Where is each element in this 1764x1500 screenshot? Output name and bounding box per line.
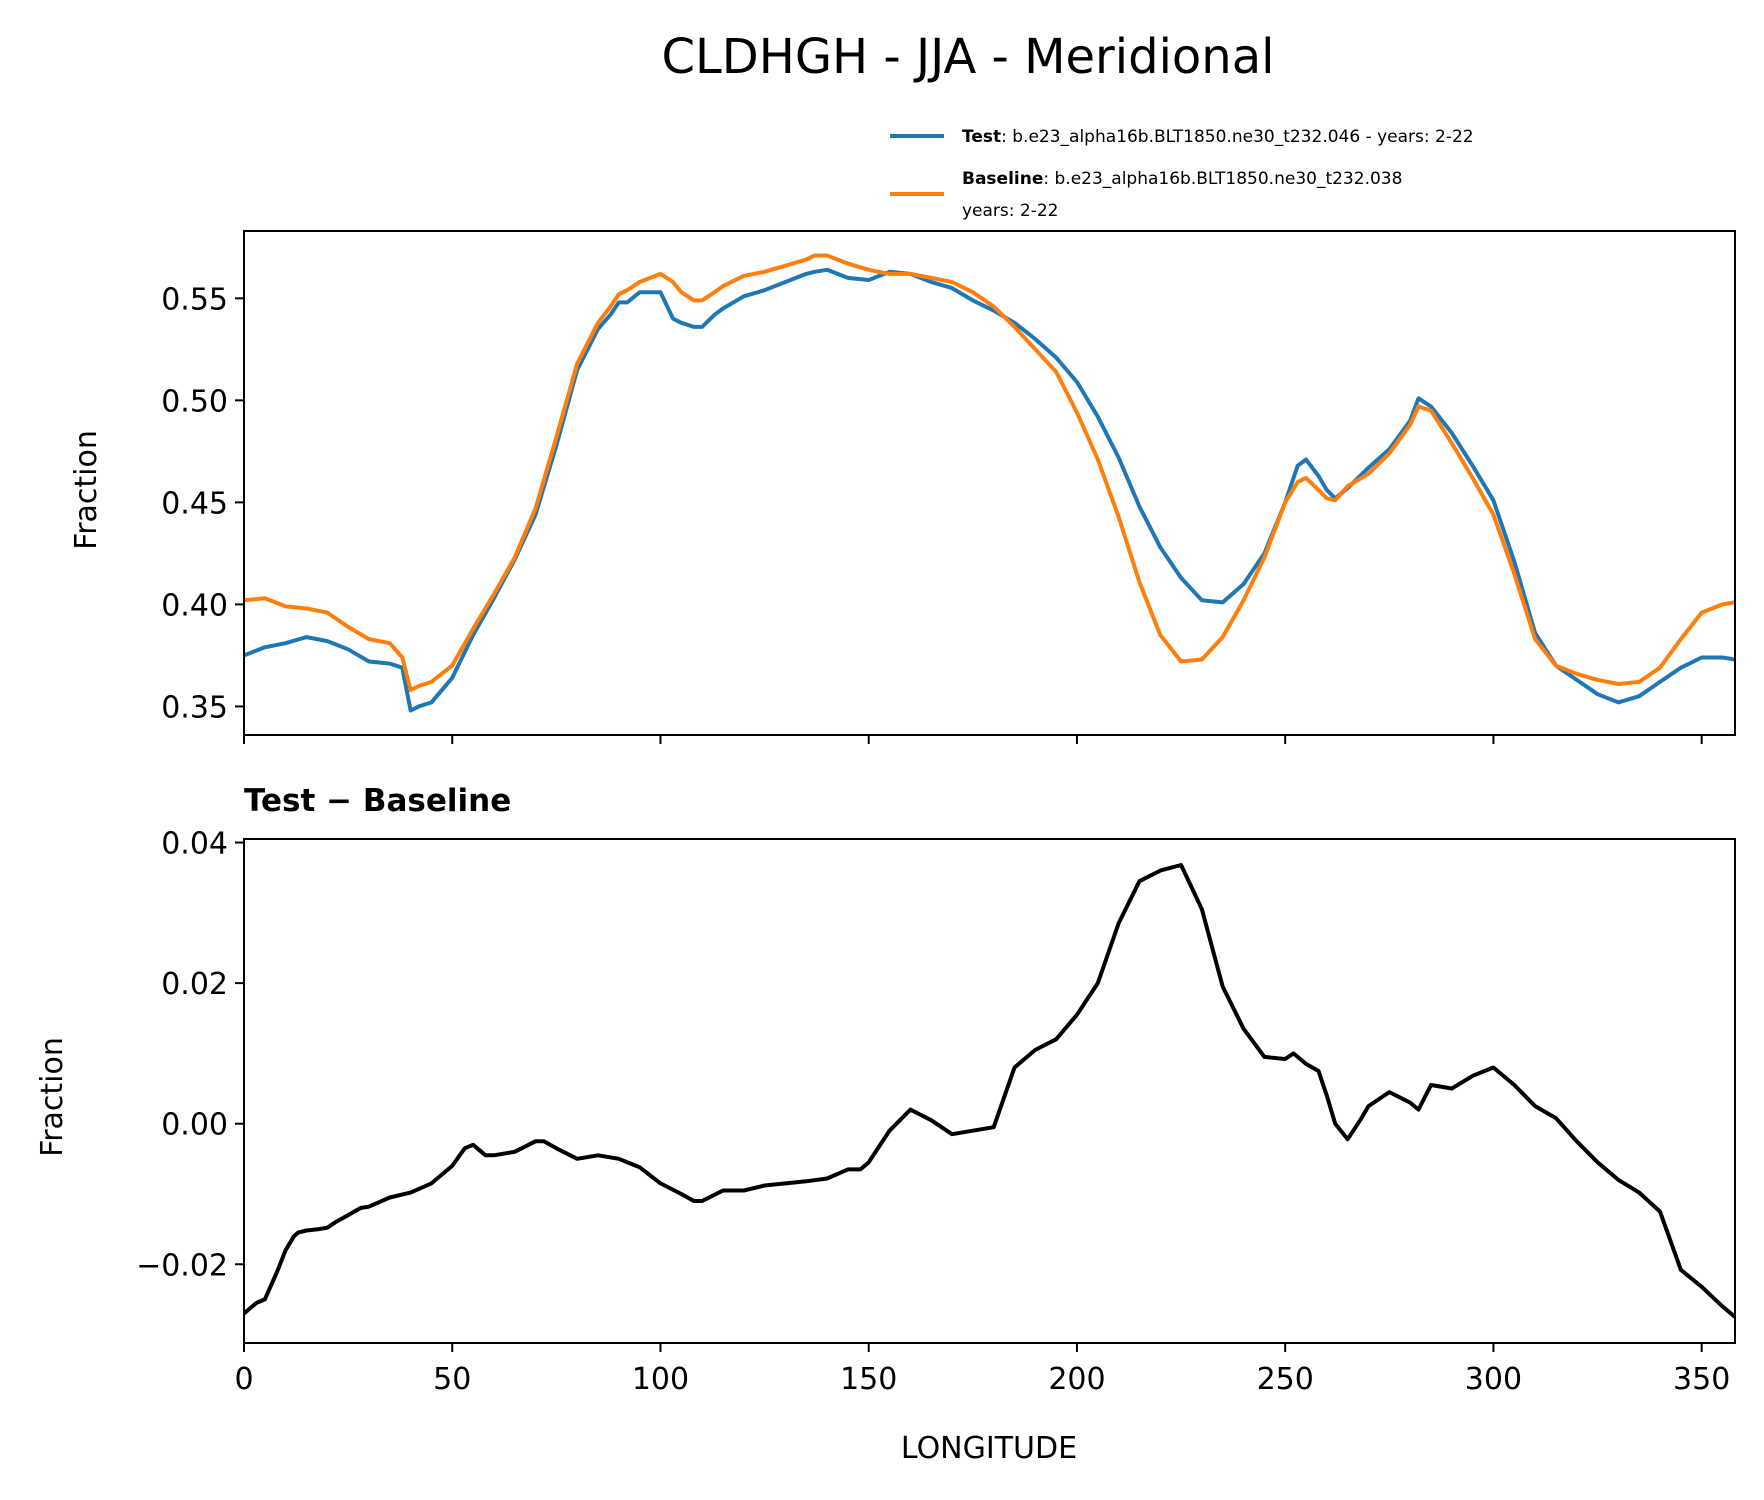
top-axes-frame [243, 230, 1736, 736]
top-y-tick-label: 0.50 [161, 384, 228, 419]
top-series-test-line [244, 267, 1735, 713]
bottom-y-tick-label: −0.02 [136, 1248, 228, 1283]
top-y-tick-label: 0.45 [161, 486, 228, 521]
top-y-tick-label: 0.55 [161, 282, 228, 317]
top-series-group [244, 253, 1735, 713]
legend-baseline-name: Baseline [962, 169, 1043, 189]
bottom-x-tick-label: 300 [1465, 1362, 1522, 1397]
legend-baseline-desc-line2: years: 2-22 [962, 201, 1059, 221]
bottom-y-tick-label: 0.04 [161, 827, 228, 862]
bottom-axes-frame [243, 838, 1736, 1344]
bottom-x-tick-label: 100 [632, 1362, 689, 1397]
top-x-ticks [243, 735, 1703, 744]
top-y-tick-label: 0.35 [161, 690, 228, 725]
bottom-panel-title: Test − Baseline [244, 783, 511, 819]
top-series-baseline-line [244, 253, 1735, 693]
bottom-y-axis-label: Fraction [35, 1037, 70, 1157]
legend-test-name: Test [962, 127, 1001, 147]
svg-text:Test: b.e23_alpha16b.BLT1850.n: Test: b.e23_alpha16b.BLT1850.ne30_t232.0… [962, 127, 1474, 147]
bottom-x-tick-label: 350 [1673, 1362, 1730, 1397]
bottom-series-group [244, 863, 1735, 1319]
bottom-panel: Test − Baseline −0.02 0.00 0.02 0.04 0 50 100… [35, 783, 1736, 1466]
svg-text:Baseline: b.e23_alpha16b.BLT18: Baseline: b.e23_alpha16b.BLT1850.ne30_t2… [962, 169, 1402, 189]
top-y-tick-label: 0.40 [161, 588, 228, 623]
legend-baseline-desc: : b.e23_alpha16b.BLT1850.ne30_t232.038 [1043, 169, 1402, 189]
bottom-x-tick-label: 50 [433, 1362, 471, 1397]
bottom-x-tick-label: 250 [1257, 1362, 1314, 1397]
top-panel: 0.35 0.40 0.45 0.50 0.55 Fraction [69, 230, 1736, 744]
bottom-x-ticks: 0 50 100 150 200 250 300 350 [234, 1343, 1730, 1397]
bottom-x-axis-label: LONGITUDE [901, 1431, 1077, 1466]
figure-title: CLDHGH - JJA - Meridional [662, 29, 1275, 85]
bottom-x-tick-label: 0 [234, 1362, 253, 1397]
top-y-axis-label: Fraction [69, 430, 104, 550]
bottom-x-tick-label: 150 [840, 1362, 897, 1397]
legend: Test: b.e23_alpha16b.BLT1850.ne30_t232.0… [890, 127, 1474, 221]
bottom-series-test-baseline-line [244, 863, 1735, 1319]
legend-test-desc: : b.e23_alpha16b.BLT1850.ne30_t232.046 -… [1001, 127, 1473, 147]
bottom-y-tick-label: 0.00 [161, 1108, 228, 1143]
bottom-y-ticks: −0.02 0.00 0.02 0.04 [136, 827, 244, 1283]
bottom-x-tick-label: 200 [1048, 1362, 1105, 1397]
top-y-ticks: 0.35 0.40 0.45 0.50 0.55 [161, 282, 244, 725]
bottom-y-tick-label: 0.02 [161, 967, 228, 1002]
